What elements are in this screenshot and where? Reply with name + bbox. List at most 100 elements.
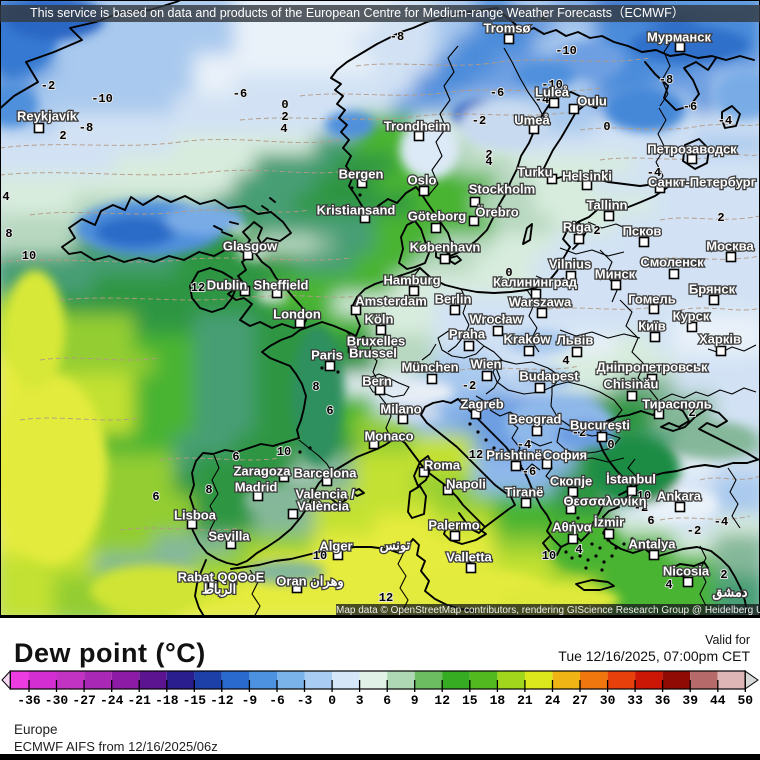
svg-text:-6: -6: [233, 87, 247, 101]
svg-text:Петрозаводск: Петрозаводск: [647, 142, 737, 157]
svg-text:2: 2: [717, 211, 724, 225]
svg-text:0: 0: [607, 438, 614, 452]
svg-text:12: 12: [434, 693, 450, 708]
svg-text:Luleå: Luleå: [535, 85, 570, 100]
svg-text:12: 12: [469, 448, 483, 462]
svg-text:21: 21: [517, 693, 533, 708]
svg-text:4: 4: [575, 543, 582, 557]
svg-text:27: 27: [572, 693, 588, 708]
svg-text:6: 6: [383, 693, 391, 708]
svg-text:10: 10: [313, 549, 327, 563]
svg-text:København: København: [410, 240, 481, 255]
svg-text:Bruxelles: Bruxelles: [347, 334, 406, 349]
svg-text:-2: -2: [462, 379, 476, 393]
svg-text:Kristiansand: Kristiansand: [317, 203, 396, 218]
svg-text:-3: -3: [297, 693, 313, 708]
svg-text:Dublin: Dublin: [207, 278, 247, 293]
svg-text:-8: -8: [79, 121, 93, 135]
svg-text:-4: -4: [718, 114, 732, 128]
svg-text:Prishtinë: Prishtinë: [486, 448, 542, 463]
svg-text:دمشق: دمشق: [712, 585, 747, 601]
svg-text:Stockholm: Stockholm: [469, 182, 535, 197]
svg-text:-18: -18: [155, 693, 179, 708]
svg-text:Glasgow: Glasgow: [223, 239, 278, 254]
svg-text:İstanbul: İstanbul: [606, 472, 656, 487]
svg-text:9: 9: [411, 693, 419, 708]
svg-text:Псков: Псков: [623, 224, 662, 239]
svg-text:Bucureşti: Bucureşti: [570, 418, 630, 433]
svg-text:Ankara: Ankara: [657, 489, 702, 504]
svg-text:30: 30: [600, 693, 616, 708]
svg-text:-12: -12: [210, 693, 234, 708]
svg-text:4: 4: [665, 578, 672, 592]
svg-text:Trondheim: Trondheim: [384, 119, 450, 134]
svg-text:39: 39: [682, 693, 698, 708]
svg-text:-2: -2: [41, 79, 55, 93]
svg-text:2: 2: [281, 110, 288, 124]
svg-text:0: 0: [603, 120, 610, 134]
svg-text:6: 6: [647, 514, 654, 528]
svg-text:-10: -10: [555, 44, 577, 58]
svg-text:10: 10: [637, 489, 651, 503]
svg-text:4: 4: [562, 354, 569, 368]
svg-text:-6: -6: [522, 465, 536, 479]
svg-text:-4: -4: [535, 93, 549, 107]
svg-text:-4: -4: [647, 166, 661, 180]
svg-text:3: 3: [356, 693, 364, 708]
svg-text:6: 6: [326, 404, 333, 418]
svg-text:2: 2: [720, 568, 727, 582]
svg-text:-10: -10: [541, 78, 563, 92]
svg-text:Paris: Paris: [311, 348, 343, 363]
svg-text:-4: -4: [517, 438, 531, 452]
svg-text:2: 2: [59, 129, 66, 143]
svg-text:Oran وهران: Oran وهران: [276, 574, 343, 590]
svg-text:4: 4: [485, 155, 492, 169]
svg-text:Zagreb: Zagreb: [460, 397, 503, 412]
svg-text:33: 33: [627, 693, 643, 708]
svg-text:18: 18: [490, 693, 506, 708]
svg-text:Örebro: Örebro: [475, 205, 518, 220]
svg-text:10: 10: [22, 249, 36, 263]
svg-text:0: 0: [328, 693, 336, 708]
svg-text:Turku: Turku: [517, 165, 552, 180]
svg-text:Milano: Milano: [380, 402, 421, 417]
svg-text:Chisinău: Chisinău: [604, 377, 659, 392]
svg-text:-6: -6: [490, 86, 504, 100]
svg-text:-10: -10: [91, 92, 113, 106]
svg-text:2: 2: [593, 224, 600, 238]
svg-text:Palermo: Palermo: [428, 518, 479, 533]
svg-text:Москва: Москва: [706, 239, 754, 254]
svg-text:0: 0: [505, 266, 512, 280]
svg-text:Valencia /: Valencia /: [295, 487, 355, 502]
svg-text:München: München: [401, 360, 458, 375]
svg-text:50: 50: [737, 693, 753, 708]
svg-text:-8: -8: [659, 73, 673, 87]
svg-text:Alger: Alger: [319, 539, 352, 554]
svg-text:الرباط: الرباط: [202, 582, 236, 598]
svg-text:Göteborg: Göteborg: [408, 209, 467, 224]
svg-text:Wien: Wien: [471, 357, 502, 372]
svg-text:Курск: Курск: [673, 309, 710, 324]
svg-text:Bergen: Bergen: [339, 167, 384, 182]
svg-text:-6: -6: [269, 693, 285, 708]
svg-text:24: 24: [545, 693, 561, 708]
svg-text:London: London: [273, 307, 321, 322]
svg-text:Roma: Roma: [424, 458, 461, 473]
svg-text:-27: -27: [72, 693, 95, 708]
svg-text:Скопје: Скопје: [550, 474, 592, 489]
svg-text:2: 2: [485, 148, 492, 162]
svg-text:-24: -24: [100, 693, 124, 708]
svg-text:-4: -4: [714, 515, 728, 529]
svg-text:Гомель: Гомель: [628, 292, 676, 307]
svg-text:Kraków: Kraków: [504, 332, 552, 347]
svg-text:0: 0: [281, 98, 288, 112]
svg-text:Смоленск: Смоленск: [640, 255, 704, 270]
svg-text:6: 6: [232, 450, 239, 464]
svg-text:36: 36: [655, 693, 671, 708]
svg-text:Oulu: Oulu: [577, 94, 607, 109]
svg-text:-21: -21: [127, 693, 151, 708]
svg-text:Брянск: Брянск: [689, 282, 736, 297]
svg-text:Zaragoza: Zaragoza: [233, 464, 291, 479]
svg-text:Lisboa: Lisboa: [174, 508, 217, 523]
svg-text:Дніпропетровськ: Дніпропетровськ: [596, 360, 708, 375]
